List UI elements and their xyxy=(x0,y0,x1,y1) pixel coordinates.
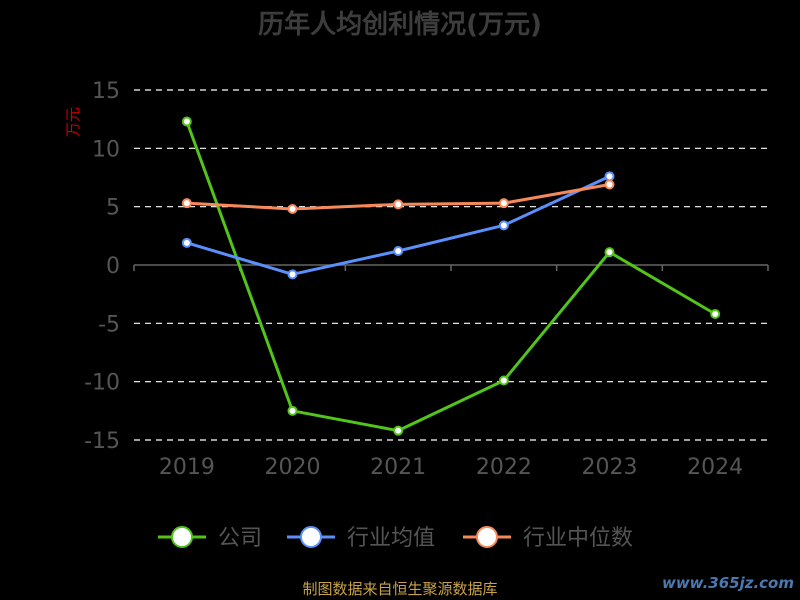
legend-marker xyxy=(476,526,498,548)
source-footer: 制图数据来自恒生聚源数据库 xyxy=(302,580,498,598)
y-axis-unit-label: 万元 xyxy=(64,107,82,137)
data-point xyxy=(287,269,298,280)
data-point xyxy=(287,204,298,214)
data-point xyxy=(393,246,404,256)
x-tick-label: 2023 xyxy=(582,455,638,480)
watermark: www.365jz.com xyxy=(661,574,794,592)
data-point xyxy=(287,405,298,416)
legend-marker xyxy=(171,526,193,548)
y-tick-label: -15 xyxy=(84,429,120,454)
x-tick-label: 2019 xyxy=(159,455,215,480)
series-line xyxy=(185,120,716,433)
gridlines xyxy=(134,89,768,441)
y-tick-label: 5 xyxy=(106,196,120,221)
legend: 公司 行业均值 行业中位数 xyxy=(158,526,633,551)
legend-marker xyxy=(300,526,322,548)
data-point xyxy=(181,198,192,209)
axes: 15 10 5 0 -5 -10 -15 2019 2020 2021 2022 2023 2024 xyxy=(84,79,769,480)
x-tick-label: 2022 xyxy=(476,455,532,480)
legend-label: 行业均值 xyxy=(347,526,435,551)
data-point xyxy=(710,309,721,319)
data-point xyxy=(604,179,615,190)
y-tick-label: 15 xyxy=(92,79,120,104)
legend-item[interactable]: 行业中位数 xyxy=(463,526,633,551)
x-tick-label: 2024 xyxy=(687,455,743,480)
x-tick-label: 2020 xyxy=(265,455,321,480)
legend-label: 公司 xyxy=(218,526,262,551)
y-tick-label: -5 xyxy=(98,312,120,337)
data-point xyxy=(181,237,192,248)
data-point xyxy=(498,198,509,209)
legend-item[interactable]: 行业均值 xyxy=(287,526,435,551)
y-tick-label: -10 xyxy=(84,371,120,396)
legend-label: 行业中位数 xyxy=(523,526,633,551)
y-tick-label: 10 xyxy=(92,137,120,162)
series-line xyxy=(186,174,611,276)
data-point xyxy=(181,116,192,127)
data-point xyxy=(393,425,404,436)
data-point xyxy=(604,247,615,258)
legend-item[interactable]: 公司 xyxy=(158,526,262,551)
series-lines xyxy=(181,116,721,436)
data-point xyxy=(498,220,509,231)
chart-title: 历年人均创利情况(万元) xyxy=(258,10,542,40)
data-point xyxy=(498,375,509,386)
x-tick-label: 2021 xyxy=(370,455,426,480)
data-point xyxy=(604,171,615,182)
y-tick-label: 0 xyxy=(106,254,120,279)
data-point xyxy=(393,199,404,210)
